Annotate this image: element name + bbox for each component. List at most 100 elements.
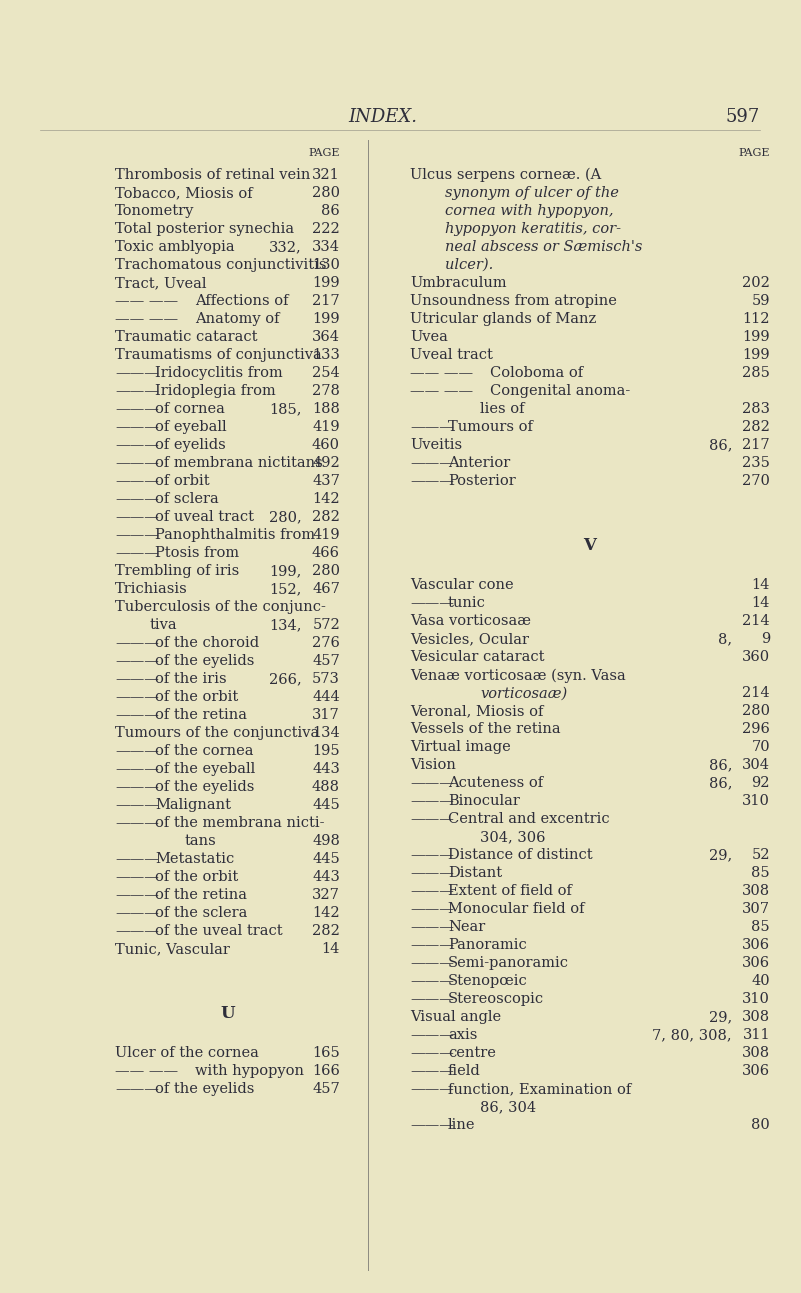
Text: PAGE: PAGE	[739, 147, 770, 158]
Text: centre: centre	[448, 1046, 496, 1060]
Text: of the choroid: of the choroid	[155, 636, 260, 650]
Text: ———: ———	[410, 921, 454, 935]
Text: V: V	[584, 537, 597, 553]
Text: ———: ———	[410, 866, 454, 881]
Text: 437: 437	[312, 475, 340, 487]
Text: ———: ———	[410, 1082, 454, 1096]
Text: 308: 308	[742, 1010, 770, 1024]
Text: ———: ———	[115, 493, 159, 506]
Text: ———: ———	[115, 762, 159, 776]
Text: 280,: 280,	[269, 509, 302, 524]
Text: ———: ———	[115, 528, 159, 542]
Text: 86: 86	[321, 204, 340, 219]
Text: 310: 310	[742, 794, 770, 808]
Text: of eyelids: of eyelids	[155, 438, 226, 453]
Text: U: U	[220, 1005, 235, 1021]
Text: of the uveal tract: of the uveal tract	[155, 924, 283, 937]
Text: 40: 40	[751, 975, 770, 988]
Text: of the orbit: of the orbit	[155, 690, 238, 703]
Text: —— ——: —— ——	[115, 1064, 178, 1078]
Text: 217: 217	[312, 294, 340, 308]
Text: 280: 280	[312, 186, 340, 200]
Text: Ulcus serpens corneæ. (A: Ulcus serpens corneæ. (A	[410, 168, 602, 182]
Text: PAGE: PAGE	[308, 147, 340, 158]
Text: Tuberculosis of the conjunc-: Tuberculosis of the conjunc-	[115, 600, 326, 614]
Text: 14: 14	[322, 943, 340, 956]
Text: 142: 142	[312, 493, 340, 506]
Text: of the cornea: of the cornea	[155, 743, 253, 758]
Text: with hypopyon: with hypopyon	[195, 1064, 304, 1078]
Text: ———: ———	[410, 420, 454, 434]
Text: Vision: Vision	[410, 759, 456, 772]
Text: ———: ———	[115, 690, 159, 703]
Text: Thrombosis of retinal vein: Thrombosis of retinal vein	[115, 168, 310, 182]
Text: ulcer).: ulcer).	[445, 259, 493, 272]
Text: Ptosis from: Ptosis from	[155, 546, 239, 560]
Text: 29,: 29,	[709, 1010, 732, 1024]
Text: Traumatic cataract: Traumatic cataract	[115, 330, 257, 344]
Text: ———: ———	[115, 870, 159, 884]
Text: ———: ———	[115, 816, 159, 830]
Text: 498: 498	[312, 834, 340, 848]
Text: of membrana nictitans: of membrana nictitans	[155, 456, 323, 469]
Text: 235: 235	[742, 456, 770, 469]
Text: Vessels of the retina: Vessels of the retina	[410, 723, 561, 737]
Text: 185,: 185,	[269, 402, 302, 416]
Text: 310: 310	[742, 993, 770, 1006]
Text: of the membrana nicti-: of the membrana nicti-	[155, 816, 324, 830]
Text: ———: ———	[115, 780, 159, 794]
Text: ———: ———	[115, 888, 159, 903]
Text: 311: 311	[743, 1028, 770, 1042]
Text: Unsoundness from atropine: Unsoundness from atropine	[410, 294, 617, 308]
Text: 280: 280	[312, 564, 340, 578]
Text: lies of: lies of	[480, 402, 525, 416]
Text: INDEX.: INDEX.	[348, 109, 417, 125]
Text: Extent of field of: Extent of field of	[448, 884, 572, 899]
Text: 52: 52	[751, 848, 770, 862]
Text: 307: 307	[742, 903, 770, 917]
Text: ———: ———	[410, 848, 454, 862]
Text: 9: 9	[761, 632, 770, 646]
Text: 467: 467	[312, 582, 340, 596]
Text: 217: 217	[743, 438, 770, 453]
Text: 8,: 8,	[718, 632, 732, 646]
Text: Iridoplegia from: Iridoplegia from	[155, 384, 276, 398]
Text: 282: 282	[312, 509, 340, 524]
Text: Uveal tract: Uveal tract	[410, 348, 493, 362]
Text: 86, 304: 86, 304	[480, 1100, 536, 1115]
Text: 306: 306	[742, 939, 770, 953]
Text: of orbit: of orbit	[155, 475, 210, 487]
Text: line: line	[448, 1118, 476, 1133]
Text: 457: 457	[312, 654, 340, 668]
Text: ———: ———	[410, 794, 454, 808]
Text: 304, 306: 304, 306	[480, 830, 545, 844]
Text: Congenital anoma-: Congenital anoma-	[490, 384, 630, 398]
Text: 270: 270	[742, 475, 770, 487]
Text: 283: 283	[742, 402, 770, 416]
Text: Toxic amblyopia: Toxic amblyopia	[115, 240, 235, 253]
Text: Uvea: Uvea	[410, 330, 448, 344]
Text: Affections of: Affections of	[195, 294, 288, 308]
Text: 86,: 86,	[709, 759, 732, 772]
Text: Vasa vorticosaæ: Vasa vorticosaæ	[410, 614, 531, 628]
Text: 165: 165	[312, 1046, 340, 1060]
Text: Monocular field of: Monocular field of	[448, 903, 585, 917]
Text: 202: 202	[742, 275, 770, 290]
Text: —— ——: —— ——	[115, 312, 178, 326]
Text: Anatomy of: Anatomy of	[195, 312, 280, 326]
Text: 152,: 152,	[270, 582, 302, 596]
Text: tiva: tiva	[150, 618, 178, 632]
Text: 360: 360	[742, 650, 770, 665]
Text: Tumours of: Tumours of	[448, 420, 533, 434]
Text: of the eyeball: of the eyeball	[155, 762, 256, 776]
Text: Central and excentric: Central and excentric	[448, 812, 610, 826]
Text: 214: 214	[743, 614, 770, 628]
Text: ———: ———	[115, 384, 159, 398]
Text: Coloboma of: Coloboma of	[490, 366, 583, 380]
Text: 304: 304	[742, 759, 770, 772]
Text: hypopyon keratitis, cor-: hypopyon keratitis, cor-	[445, 222, 621, 237]
Text: 86,: 86,	[709, 776, 732, 790]
Text: 306: 306	[742, 1064, 770, 1078]
Text: Acuteness of: Acuteness of	[448, 776, 543, 790]
Text: 134,: 134,	[269, 618, 302, 632]
